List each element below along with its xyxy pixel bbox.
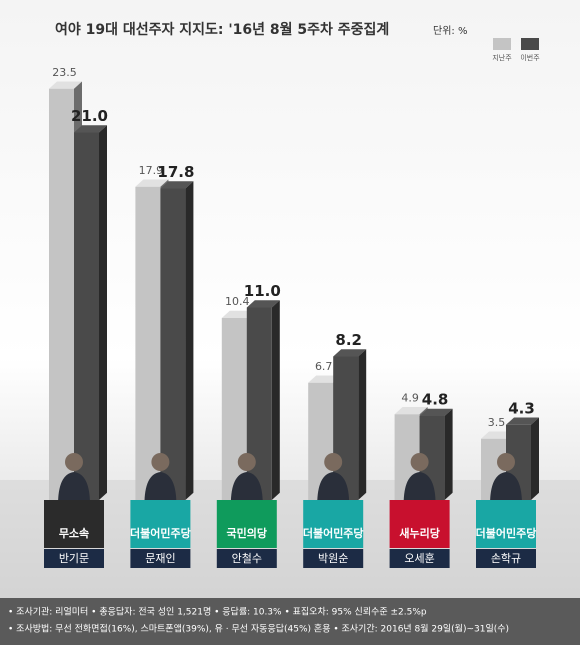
name-box xyxy=(130,549,191,568)
party-label: 더불어민주당 xyxy=(130,526,191,540)
name-box xyxy=(216,549,277,568)
bar xyxy=(160,188,186,500)
party-label: 국민의당 xyxy=(227,526,267,540)
bar xyxy=(246,307,272,500)
category-label: 안철수 xyxy=(232,552,262,565)
legend-swatch xyxy=(493,38,511,50)
category-label: 반기문 xyxy=(59,552,89,565)
footer-band xyxy=(0,598,580,645)
name-box xyxy=(389,549,450,568)
bar xyxy=(49,88,74,500)
footnote: • 조사기관: 리얼미터 • 총응답자: 전국 성인 1,521명 • 응답률:… xyxy=(8,606,427,618)
name-box xyxy=(476,549,536,568)
footnote: • 조사방법: 무선 전화면접(16%), 스마트폰앱(39%), 유 · 무선… xyxy=(8,623,509,635)
person-head xyxy=(410,453,429,471)
bar-top xyxy=(419,408,453,416)
bar-top xyxy=(135,179,169,187)
party-box xyxy=(130,500,191,548)
value-label: 4.3 xyxy=(508,399,535,417)
bar-side xyxy=(271,300,280,500)
category-label: 문재인 xyxy=(145,552,175,565)
name-box xyxy=(44,549,104,568)
legend-label: 지난주 xyxy=(492,53,512,62)
bar-side xyxy=(531,417,539,500)
party-label: 무소속 xyxy=(59,527,89,540)
bar-top xyxy=(49,81,82,89)
person-body xyxy=(403,472,436,505)
party-label: 더불어민주당 xyxy=(476,526,537,540)
chart-title: 여야 19대 대선주자 지지도: '16년 8월 5주차 주중집계 xyxy=(55,21,389,38)
bar-top xyxy=(160,181,194,189)
person-body xyxy=(490,472,522,505)
person-body xyxy=(58,472,90,505)
value-label: 4.8 xyxy=(422,391,449,409)
bar-side xyxy=(99,125,107,501)
value-label: 17.9 xyxy=(139,164,164,177)
person-body xyxy=(230,472,263,505)
person-head xyxy=(237,453,256,471)
category-label: 오세훈 xyxy=(404,552,434,565)
value-label: 8.2 xyxy=(335,331,362,349)
bar-top xyxy=(221,310,255,318)
value-label: 4.9 xyxy=(401,391,419,404)
bar xyxy=(74,132,99,500)
bar-side xyxy=(444,408,453,500)
bar-top xyxy=(394,407,428,415)
bar xyxy=(221,318,247,500)
legend-label: 이번주 xyxy=(520,53,540,62)
person-body xyxy=(317,472,350,505)
party-box xyxy=(216,500,277,548)
value-label: 3.5 xyxy=(488,416,506,429)
party-box xyxy=(476,500,536,548)
category-label: 손학규 xyxy=(491,552,521,565)
bar-top xyxy=(333,349,367,357)
person-head xyxy=(324,453,343,471)
bar-top xyxy=(308,375,342,383)
value-label: 21.0 xyxy=(71,107,108,125)
bar-top xyxy=(506,417,539,425)
name-box xyxy=(303,549,364,568)
unit-label: 단위: % xyxy=(433,24,467,37)
legend-swatch xyxy=(521,38,539,50)
person-head xyxy=(65,453,83,471)
bar-side xyxy=(185,181,194,501)
party-box xyxy=(389,500,450,548)
person-head xyxy=(497,453,515,471)
party-label: 더불어민주당 xyxy=(303,526,364,540)
value-label: 11.0 xyxy=(244,282,281,300)
bar-top xyxy=(246,300,280,308)
category-label: 박원순 xyxy=(318,552,348,565)
value-label: 6.7 xyxy=(315,360,333,373)
party-box xyxy=(303,500,364,548)
bar-top xyxy=(481,431,514,439)
bar xyxy=(135,186,161,500)
party-box xyxy=(44,500,104,548)
value-label: 23.5 xyxy=(52,66,77,79)
bar-top xyxy=(74,125,107,133)
person-head xyxy=(151,453,170,471)
bar-side xyxy=(358,349,367,500)
party-label: 새누리당 xyxy=(399,526,439,540)
value-label: 17.8 xyxy=(157,163,194,181)
person-body xyxy=(144,472,177,505)
value-label: 10.4 xyxy=(225,295,250,308)
